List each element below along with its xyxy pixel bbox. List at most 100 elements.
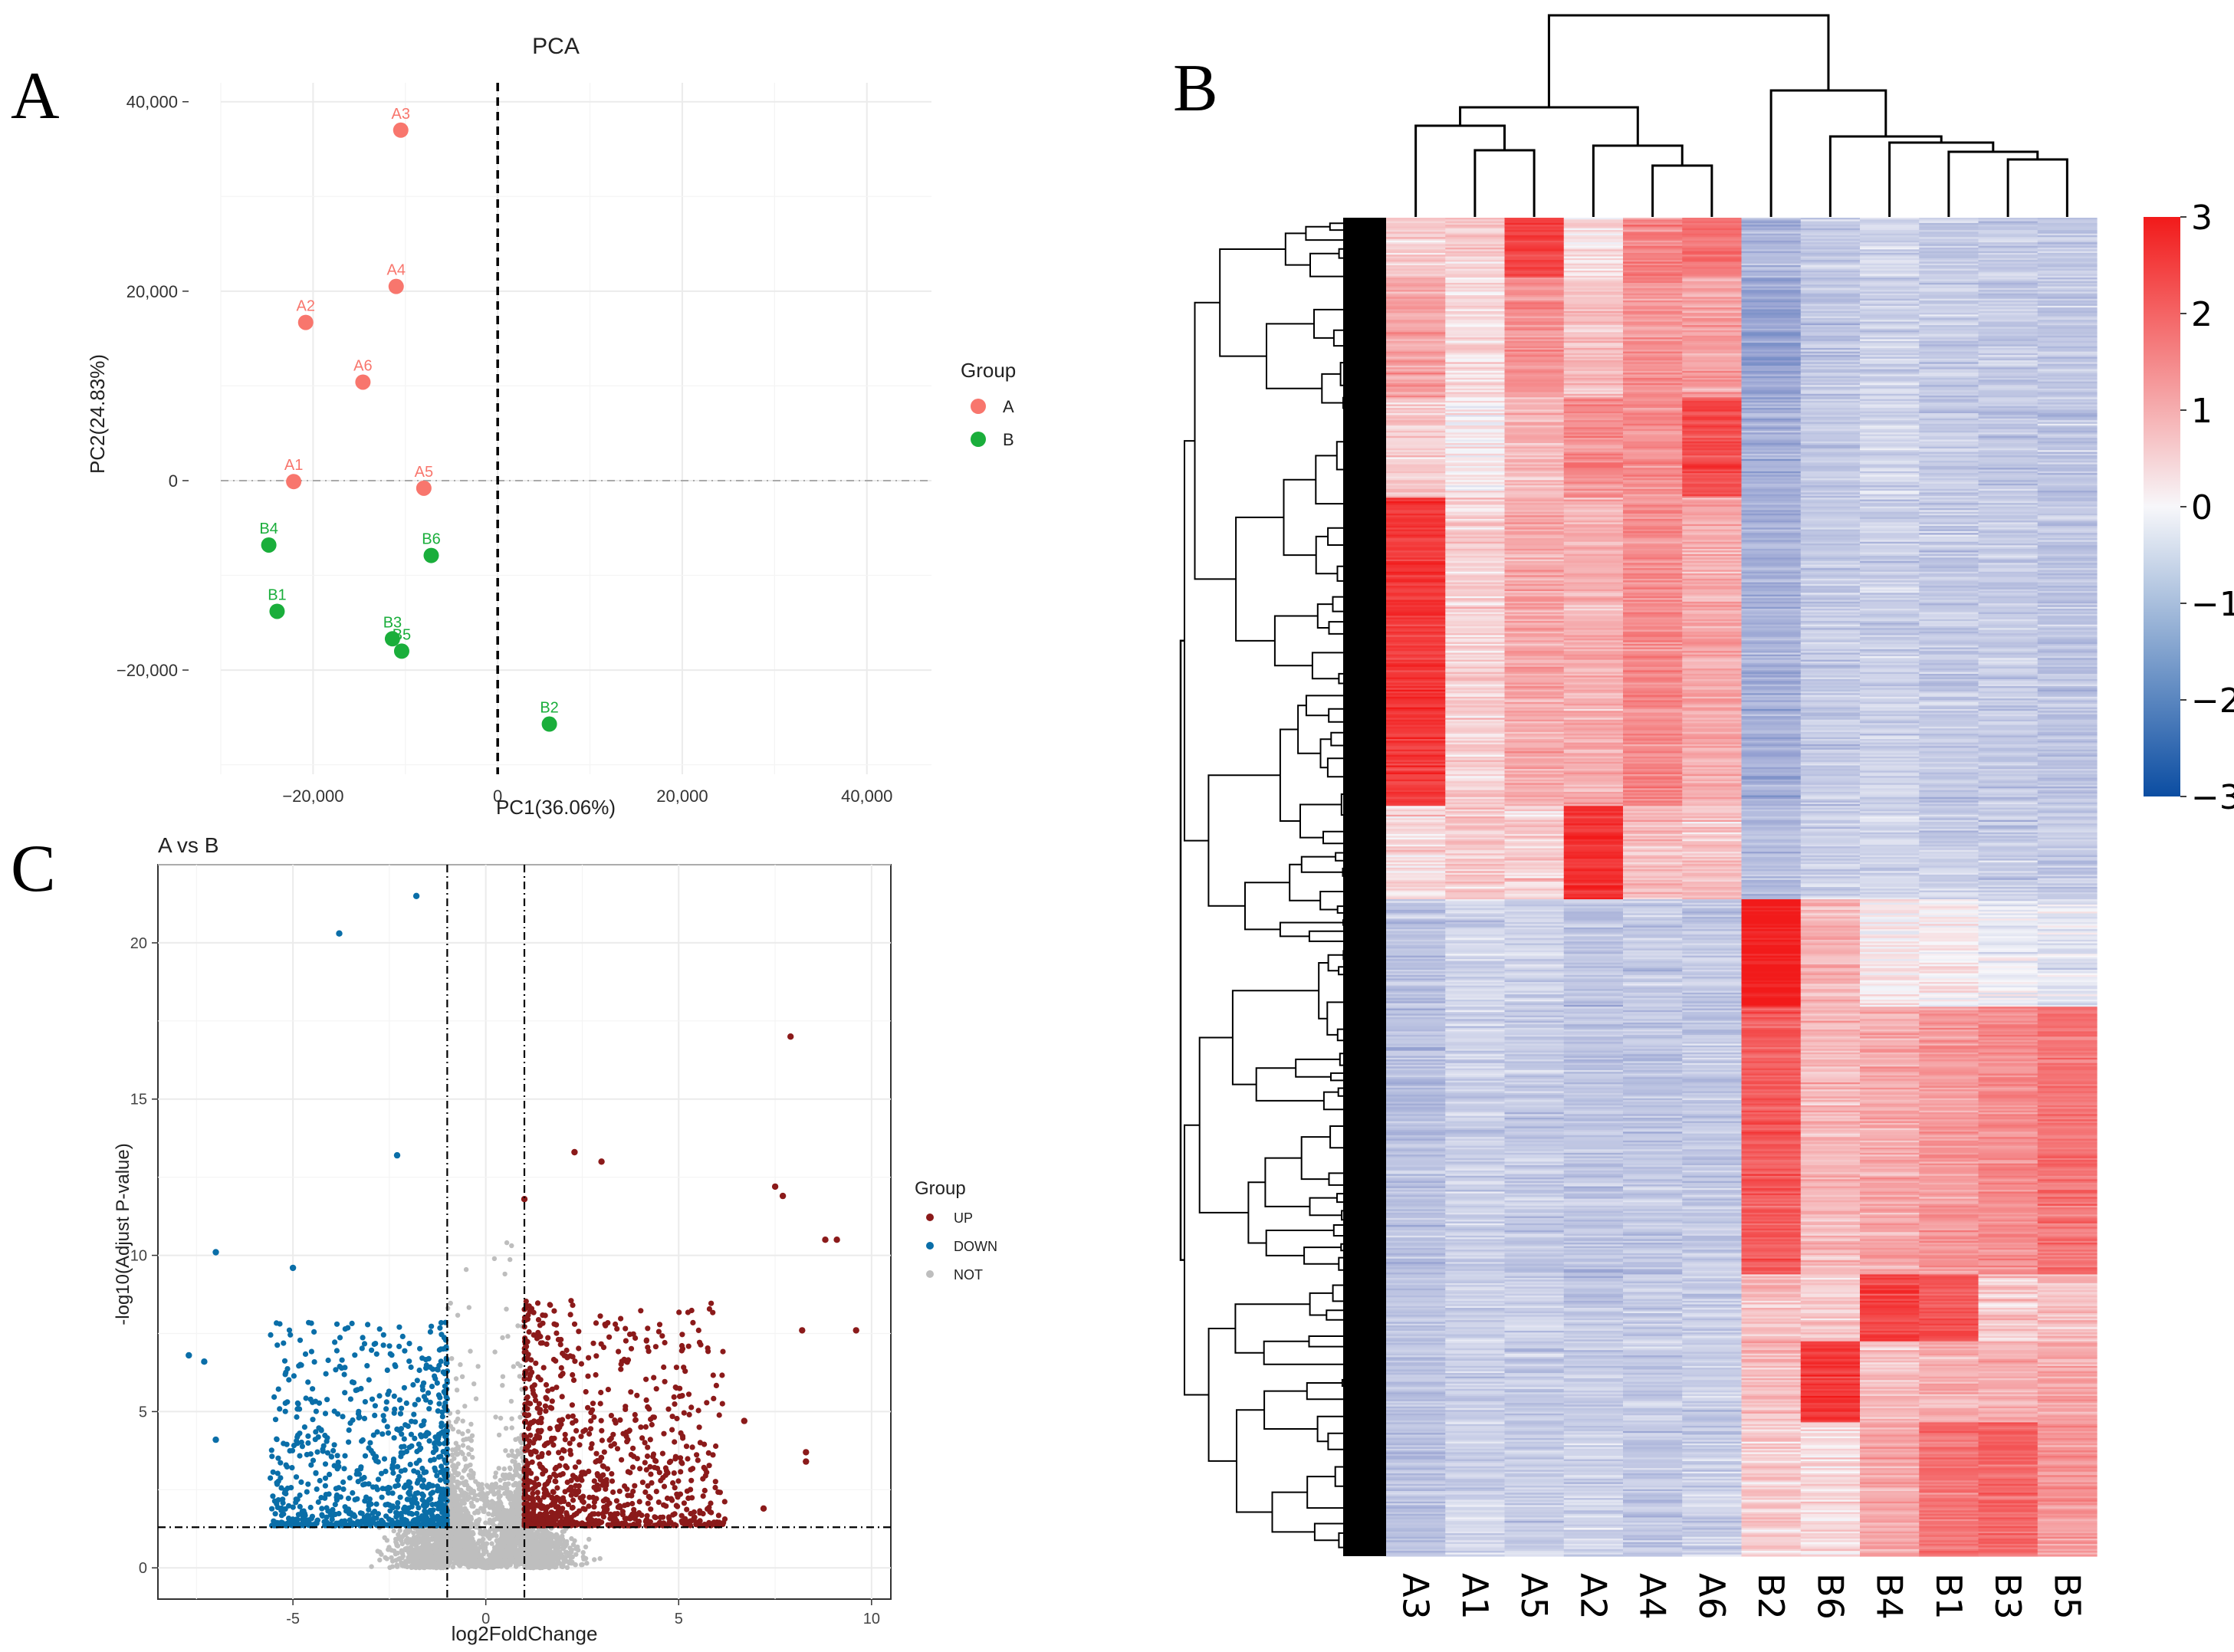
volcano-point-not — [569, 1535, 574, 1542]
volcano-point-down — [324, 1397, 330, 1403]
volcano-point-down — [362, 1453, 369, 1459]
volcano-point-down — [391, 1393, 397, 1399]
volcano-point-not — [394, 1542, 399, 1549]
volcano-point-not — [546, 1531, 551, 1536]
volcano-point-down — [369, 1347, 375, 1353]
volcano-point-not — [597, 1555, 603, 1562]
volcano-point-not — [505, 1334, 511, 1339]
volcano-point-down — [283, 1490, 289, 1497]
volcano-point-not — [502, 1271, 508, 1277]
volcano-point-not — [498, 1415, 504, 1421]
volcano-point-down — [290, 1504, 296, 1510]
volcano-point-down — [308, 1462, 314, 1468]
volcano-point-not — [463, 1266, 469, 1273]
volcano-point-not — [448, 1553, 453, 1558]
volcano-point-not — [518, 1542, 524, 1547]
pca-point-b4 — [261, 537, 277, 553]
pca-xtick-label: 20,000 — [656, 787, 708, 806]
pca-ytick-label: −20,000 — [117, 661, 178, 680]
volcano-point-down — [271, 1394, 278, 1400]
volcano-point-not — [478, 1544, 483, 1550]
volcano-point-not — [509, 1416, 514, 1421]
volcano-point-down — [295, 1401, 301, 1407]
volcano-point-not — [480, 1536, 486, 1542]
volcano-point-down — [268, 1447, 274, 1453]
volcano-point-not — [553, 1539, 559, 1545]
volcano-point-down — [303, 1395, 309, 1401]
volcano-point-down — [347, 1475, 353, 1481]
volcano-point-not — [465, 1428, 471, 1434]
volcano-point-down — [361, 1341, 368, 1347]
pca-legend-key-a — [971, 399, 986, 414]
volcano-point-not — [429, 1537, 435, 1542]
volcano-point-not — [460, 1443, 466, 1448]
volcano-point-down — [408, 1431, 415, 1437]
pca-point-a2 — [297, 314, 314, 330]
volcano-point-not — [452, 1549, 457, 1555]
volcano-points — [186, 892, 859, 1571]
volcano-point-down — [330, 1447, 337, 1453]
volcano-point-not — [507, 1549, 512, 1554]
volcano-point-down — [313, 1429, 319, 1435]
pca-point-label: B5 — [393, 626, 411, 643]
volcano-point-not — [487, 1535, 492, 1542]
volcano-point-not — [556, 1545, 561, 1551]
volcano-point-not — [496, 1466, 501, 1471]
volcano-point-not — [423, 1546, 429, 1552]
volcano-point-not — [508, 1398, 514, 1404]
volcano-point-not — [426, 1565, 432, 1570]
volcano-point-not — [498, 1501, 504, 1506]
panel-label-b: B — [1173, 51, 1218, 126]
volcano-point-down — [282, 1408, 288, 1414]
volcano-point-not — [534, 1529, 540, 1535]
volcano-point-not — [564, 1565, 570, 1570]
pca-point-label: B2 — [540, 700, 558, 717]
volcano-point-down — [288, 1485, 294, 1491]
volcano-point-not — [510, 1509, 516, 1514]
pca-point-a3 — [393, 122, 409, 138]
volcano-point-down — [346, 1439, 352, 1445]
volcano-point-down — [275, 1386, 281, 1392]
volcano-point-not — [474, 1547, 479, 1553]
volcano-point-down — [398, 1512, 404, 1519]
volcano-point-down — [386, 1343, 393, 1349]
pca-legend-title: Group — [961, 359, 1016, 382]
volcano-point-not — [463, 1540, 469, 1545]
volcano-point-not — [448, 1458, 454, 1464]
volcano-point-not — [536, 1562, 541, 1568]
volcano-point-down — [428, 1457, 434, 1463]
volcano-point-not — [584, 1561, 590, 1566]
pca-point-label: B1 — [268, 586, 286, 603]
volcano-point-not — [468, 1447, 475, 1453]
volcano-point-not — [461, 1468, 467, 1473]
volcano-point-down — [438, 1358, 444, 1365]
volcano-point-down — [427, 1328, 434, 1335]
volcano-point-not — [449, 1509, 455, 1515]
volcano-point-down — [434, 1483, 441, 1489]
volcano-point-not — [407, 1528, 412, 1533]
volcano-point-not — [504, 1481, 511, 1487]
volcano-point-not — [394, 1562, 399, 1568]
volcano-point-not — [559, 1564, 564, 1569]
volcano-point-not — [506, 1562, 511, 1567]
volcano-point-not — [499, 1534, 504, 1539]
volcano-point-not — [455, 1472, 460, 1478]
volcano-point-not — [472, 1493, 478, 1498]
volcano-point-not — [501, 1548, 507, 1553]
volcano-point-not — [580, 1554, 586, 1560]
volcano-point-not — [475, 1364, 481, 1369]
volcano-point-not — [491, 1256, 498, 1262]
pca-grid — [220, 83, 931, 774]
volcano-point-down — [333, 1321, 340, 1327]
volcano-point-not — [386, 1545, 392, 1550]
volcano-point-down — [310, 1417, 316, 1423]
volcano-point-not — [537, 1548, 542, 1554]
volcano-point-down — [332, 1339, 338, 1345]
volcano-point-down — [347, 1396, 353, 1402]
volcano-point-not — [468, 1545, 473, 1551]
volcano-point-not — [561, 1558, 567, 1565]
volcano-point-not — [460, 1418, 465, 1424]
volcano-point-not — [409, 1565, 414, 1570]
volcano-point-not — [513, 1489, 518, 1495]
volcano-point-not — [391, 1528, 396, 1534]
